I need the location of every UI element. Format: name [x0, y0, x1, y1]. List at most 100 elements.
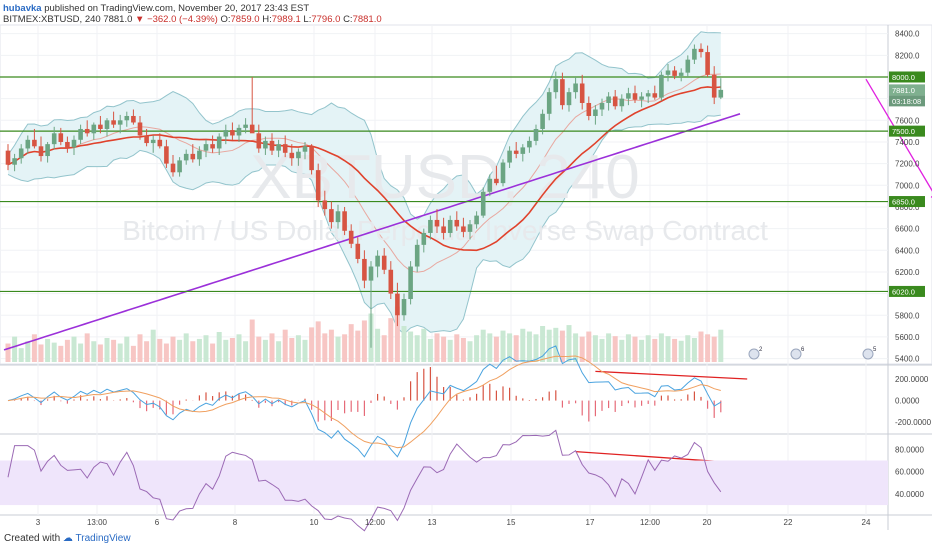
volume-bar [64, 339, 70, 362]
candle-body [685, 59, 691, 73]
volume-bar [144, 341, 150, 362]
candle-body [236, 127, 242, 136]
volume-bar [513, 335, 519, 362]
volume-bar [51, 342, 57, 362]
volume-bar [104, 338, 110, 362]
rsi-pane [0, 429, 888, 532]
price-pane-frame [0, 24, 932, 365]
volume-bar [658, 333, 664, 362]
open-value: 7859.0 [230, 14, 260, 25]
candle-body [5, 150, 11, 165]
candle-body [282, 144, 288, 153]
volume-bar [111, 339, 117, 362]
candle-body [513, 150, 519, 154]
rsi-tick-label: 80.0000 [895, 445, 924, 454]
candle-body [210, 144, 215, 149]
volume-bar [183, 333, 189, 362]
candle-body [276, 144, 281, 151]
time-tick-label: 20 [703, 518, 712, 527]
volume-bar [678, 340, 684, 362]
macd-tick-label: 200.0000 [895, 375, 929, 384]
price-tick-label: 8400.0 [895, 30, 920, 39]
bollinger-lower [7, 114, 721, 335]
volume-bar [480, 329, 486, 362]
price-badge-label: 7881.0 [892, 86, 915, 95]
bollinger-upper [7, 31, 721, 220]
last-price: 7881.0 [103, 14, 133, 25]
volume-bar [487, 333, 493, 362]
price-badge-label: 6020.0 [892, 287, 915, 296]
horizontal-levels[interactable] [0, 76, 888, 293]
candle-body [223, 130, 229, 137]
candle-body [230, 130, 235, 136]
volume-bar [249, 319, 255, 362]
price-tick-label: 5600.0 [895, 333, 920, 342]
price-change: −362.0 (−4.39%) [147, 14, 218, 25]
candle-body [25, 139, 31, 149]
volume-bar [711, 336, 717, 362]
tradingview-cloud-icon: ☁ [62, 533, 73, 544]
volume-bar [124, 336, 130, 362]
candle-body [12, 158, 17, 165]
volume-bar [414, 335, 420, 362]
candle-body [553, 79, 559, 93]
candle-body [190, 153, 196, 160]
candle-body [454, 219, 460, 227]
candle-body [487, 178, 493, 192]
candle-body [91, 124, 97, 134]
rsi-tick-label: 60.0000 [895, 468, 924, 477]
candle-body [38, 146, 44, 157]
volume-bar [236, 334, 242, 362]
volume-bar [632, 336, 638, 362]
volume-bar [474, 335, 480, 362]
candle-body [131, 115, 136, 123]
tradingview-brand[interactable]: TradingView [75, 533, 131, 544]
price-tick-label: 8200.0 [895, 51, 920, 60]
volume-bar [441, 336, 447, 362]
low-label: L: [303, 14, 312, 25]
candle-body [566, 92, 572, 106]
annotations[interactable]: 2 6 5 [575, 78, 932, 465]
volume-bar [612, 336, 618, 362]
volume-bar [520, 328, 526, 362]
time-tick-label: 10 [310, 518, 319, 527]
candle-body [573, 83, 578, 93]
price-tick-label: 6400.0 [895, 246, 920, 255]
time-tick-label: 15 [507, 518, 516, 527]
volume-bar [342, 334, 348, 362]
volume-bar [533, 334, 539, 362]
candle-body [177, 160, 182, 173]
volume-bar [672, 338, 678, 362]
rsi-band [0, 460, 888, 506]
axes: 8400.08200.08000.07800.07600.07400.07200… [36, 30, 932, 527]
rsi-line [7, 429, 722, 532]
symbol-label[interactable]: BITMEX:XBTUSD, 240 [3, 14, 101, 25]
candle-body [322, 200, 328, 210]
publish-line: hubavka published on TradingView.com, No… [3, 3, 309, 14]
volume-bar [586, 331, 592, 362]
created-with-label: Created with [4, 533, 61, 544]
price-tick-label: 7000.0 [895, 181, 920, 190]
candle-body [619, 98, 625, 107]
price-badge [889, 71, 925, 83]
volume-bar [163, 343, 169, 362]
candle-body [626, 93, 631, 99]
volume-bar [130, 345, 136, 362]
author-link[interactable]: hubavka [3, 3, 42, 14]
event-flag-icon [790, 348, 802, 360]
volume-bar [454, 334, 460, 362]
candle-body [718, 89, 724, 98]
candle-body [711, 74, 717, 98]
candle-body [362, 258, 367, 281]
event-flag-icon [748, 348, 760, 360]
volume-bar [243, 341, 249, 362]
volume-bar [18, 348, 24, 362]
candle-body [659, 74, 664, 98]
macd-signal-line [7, 355, 721, 449]
candle-body [645, 93, 651, 97]
candle-body [533, 128, 539, 141]
candle-body [461, 226, 466, 232]
volume-bar [639, 339, 645, 362]
volume-bars [5, 306, 724, 362]
